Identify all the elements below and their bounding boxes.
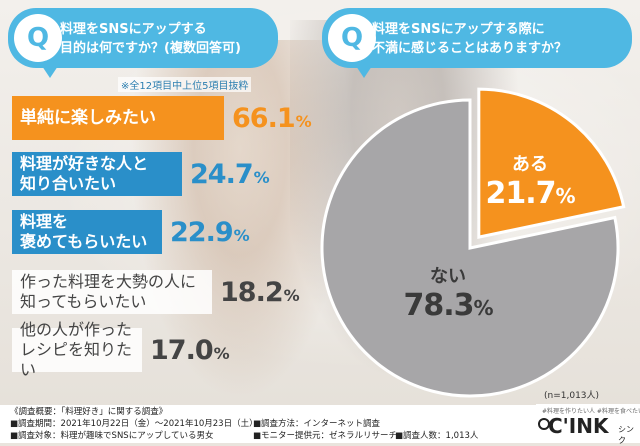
bar-value-number: 22.9 <box>170 216 234 248</box>
bar-value-unit: % <box>283 285 300 305</box>
pie-value-unit: % <box>555 184 575 208</box>
pie-value-number: 21.7 <box>485 176 556 211</box>
bar: 他の人が作った レシピを知りたい <box>12 320 142 379</box>
pie-value: 21.7% <box>480 176 580 211</box>
note-top5: ※全12項目中上位5項目抜粋 <box>118 77 252 92</box>
survey-footer: 《調査概要：「料理好き」に関する調査》 ■調査期間：2021年10月22日（金）… <box>0 405 640 443</box>
footer-provider-value: ゼネラルリサーチ <box>329 431 398 441</box>
footer-method: ■調査方法：インターネット調査 <box>253 418 380 430</box>
pie-category: ある <box>512 154 548 175</box>
bar-row: 料理を 褒めてもらいたい 22.9% <box>12 210 250 254</box>
bar-value-label: 17.0% <box>150 334 230 366</box>
footer-heading: 《調査概要：「料理好き」に関する調査》 <box>10 407 168 417</box>
footer-target: ■調査対象：料理が趣味でSNSにアップしている男女 <box>10 430 213 442</box>
footer-period-label: ■調査期間： <box>10 419 61 429</box>
footer-provider-label: ■モニター提供元： <box>253 431 330 441</box>
bar: 作った料理を大勢の人に 知ってもらいたい <box>12 270 212 314</box>
right-question-line2: 不満に感じることはありますか？ <box>372 41 568 56</box>
bar-row: 他の人が作った レシピを知りたい 17.0% <box>12 320 230 379</box>
bar: 料理を 褒めてもらいたい <box>12 210 162 254</box>
bar-value-unit: % <box>253 167 270 187</box>
logo-mark-icon <box>538 418 550 430</box>
bar-row: 単純に楽しみたい 66.1% <box>12 96 312 140</box>
bar-row: 料理が好きな人と 知り合いたい 24.7% <box>12 152 270 196</box>
bar-value-label: 22.9% <box>170 216 250 248</box>
logo-tagline: #料理を作りたい人 #料理を食べたい人 <box>542 408 640 415</box>
bar-value-number: 66.1 <box>232 102 296 134</box>
pie-value-unit: % <box>473 296 493 320</box>
pie-value-number: 78.3 <box>403 288 474 323</box>
footer-count: ■調査人数：1,013人 <box>395 430 478 442</box>
bar-value-label: 24.7% <box>190 158 270 190</box>
footer-count-label: ■調査人数： <box>395 431 446 441</box>
cink-logo: #料理を作りたい人 #料理を食べたい人 C'INK シンク <box>536 404 640 445</box>
pie-slice-label: ある 21.7% <box>480 150 580 211</box>
footer-target-value: 料理が趣味でSNSにアップしている男女 <box>60 431 214 441</box>
left-question-line2: 目的は何ですか？(複数回答可) <box>60 41 241 56</box>
bar-value-number: 24.7 <box>190 158 254 190</box>
bar-value-unit: % <box>233 225 250 245</box>
bar: 単純に楽しみたい <box>12 96 224 140</box>
pie-value: 78.3% <box>398 288 498 323</box>
right-question-bubble: Q 料理をSNSにアップする際に 不満に感じることはありますか？ <box>322 8 632 78</box>
logo-wordmark: C'INK <box>548 414 609 438</box>
left-question-bubble: Q 料理をSNSにアップする 目的は何ですか？(複数回答可) <box>8 8 278 78</box>
footer-count-value: 1,013人 <box>445 431 479 441</box>
footer-period-value: 2021年10月22日（金）～2021年10月23日（土） <box>60 419 258 429</box>
bar-value-label: 18.2% <box>220 276 300 308</box>
q-badge: Q <box>328 14 376 62</box>
right-question-line1: 料理をSNSにアップする際に <box>372 22 545 37</box>
q-badge: Q <box>14 14 62 62</box>
left-question-line1: 料理をSNSにアップする <box>60 22 207 37</box>
bar-value-label: 66.1% <box>232 102 312 134</box>
footer-period: ■調査期間：2021年10月22日（金）～2021年10月23日（土） <box>10 418 258 430</box>
footer-method-value: インターネット調査 <box>303 419 381 429</box>
footer-target-label: ■調査対象： <box>10 431 61 441</box>
bar: 料理が好きな人と 知り合いたい <box>12 152 182 196</box>
bar-value-number: 17.0 <box>150 334 214 366</box>
pie-slice-label: ない 78.3% <box>398 262 498 323</box>
pie-category: ない <box>430 266 466 287</box>
logo-kana: シンク <box>618 425 634 445</box>
footer-provider: ■モニター提供元：ゼネラルリサーチ <box>253 430 397 442</box>
footer-method-label: ■調査方法： <box>253 419 304 429</box>
bar-row: 作った料理を大勢の人に 知ってもらいたい 18.2% <box>12 270 300 314</box>
sample-size: (n=1,013人) <box>544 391 600 401</box>
bar-value-unit: % <box>213 343 230 363</box>
bar-value-unit: % <box>295 111 312 131</box>
bar-value-number: 18.2 <box>220 276 284 308</box>
